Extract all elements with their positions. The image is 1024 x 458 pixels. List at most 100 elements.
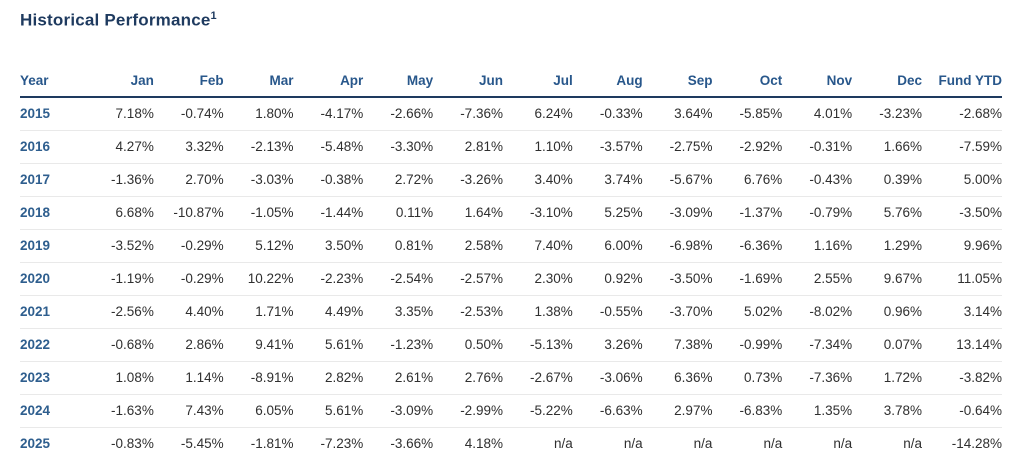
value-cell: -4.17% [293,96,364,131]
value-cell: -5.22% [502,394,573,428]
value-cell: -3.82% [922,361,1002,395]
value-cell: -2.75% [642,130,713,164]
value-cell: 2.55% [782,262,853,296]
value-cell: 2.72% [363,163,434,197]
value-cell: -8.91% [223,361,294,395]
table-row: 2025 -0.83% -5.45% -1.81% -7.23% -3.66% 4.18% n… [20,427,1002,458]
value-cell: -14.28% [951,435,1002,451]
value-cell: -7.36% [782,361,853,395]
value-cell: -1.69% [712,262,783,296]
table-body: 2015 7.18% -0.74% 1.80% -4.17% -2.66% -7.36% 6.… [20,96,1002,458]
value-cell: 3.32% [153,130,224,164]
value-cell: -7.34% [782,328,853,362]
value-cell: 5.76% [852,196,922,230]
column-header-jul: Jul [502,66,573,98]
value-cell: 5.00% [922,163,1002,197]
value-cell: 0.73% [712,361,783,395]
column-header-jun: Jun [433,66,503,98]
year-cell: 2025 [20,435,51,451]
column-header-aug: Aug [572,66,643,98]
table-row: 2018 6.68% -10.87% -1.05% -1.44% 0.11% 1.64% -3… [20,196,1002,230]
value-cell: 7.40% [502,229,573,263]
column-header-sep: Sep [642,66,713,98]
value-cell: 5.02% [712,295,783,329]
value-cell: 6.05% [223,394,294,428]
value-cell: -5.67% [642,163,713,197]
value-cell: 0.92% [572,262,643,296]
value-cell: 1.14% [153,361,224,395]
value-cell: 5.61% [293,328,364,362]
value-cell: 2.58% [433,229,503,263]
value-cell: 6.76% [712,163,783,197]
value-cell: -5.45% [180,435,224,451]
value-cell: -1.37% [712,196,783,230]
column-header-mar: Mar [223,66,294,98]
table-row: 2022 -0.68% 2.86% 9.41% 5.61% -1.23% 0.50% -5.1… [20,328,1002,362]
value-cell: 1.71% [223,295,294,329]
value-cell: 9.67% [852,262,922,296]
value-cell: 13.14% [922,328,1002,362]
value-cell: -2.99% [433,394,503,428]
value-cell: n/a [903,435,922,451]
value-cell: -0.38% [293,163,364,197]
value-cell: 2.86% [153,328,224,362]
value-cell: 2.82% [293,361,364,395]
value-cell: 5.61% [293,394,364,428]
value-cell: -5.85% [712,96,783,131]
table-row: 2020 -1.19% -0.29% 10.22% -2.23% -2.54% -2.57%… [20,262,1002,296]
value-cell: 11.05% [922,262,1002,296]
value-cell: -2.66% [363,96,434,131]
value-cell: -0.55% [572,295,643,329]
value-cell: 2.70% [153,163,224,197]
value-cell: 3.14% [922,295,1002,329]
value-cell: -0.83% [111,435,154,451]
value-cell: -3.50% [642,262,713,296]
value-cell: 0.50% [433,328,503,362]
value-cell: 3.64% [642,96,713,131]
table-row: 2015 7.18% -0.74% 1.80% -4.17% -2.66% -7.36% 6.… [20,96,1002,131]
value-cell: -2.56% [84,295,154,329]
value-cell: -2.57% [433,262,503,296]
value-cell: -1.63% [84,394,154,428]
value-cell: 0.39% [852,163,922,197]
value-cell: -6.36% [712,229,783,263]
value-cell: -5.48% [293,130,364,164]
performance-table: Year Jan Feb Mar Apr May Jun Jul Aug Sep Oct Nov Dec… [20,66,1002,458]
value-cell: -1.05% [223,196,294,230]
value-cell: -3.50% [922,196,1002,230]
value-cell: 3.74% [572,163,643,197]
value-cell: 10.22% [223,262,294,296]
column-header-fund-ytd: Fund YTD [922,66,1002,98]
value-cell: -2.67% [502,361,573,395]
value-cell: -3.70% [642,295,713,329]
value-cell: 3.35% [363,295,434,329]
value-cell: -2.13% [223,130,294,164]
column-header-apr: Apr [293,66,364,98]
value-cell: -0.33% [572,96,643,131]
value-cell: 1.35% [782,394,853,428]
value-cell: -6.98% [642,229,713,263]
value-cell: 4.01% [782,96,853,131]
table-row: 2023 1.08% 1.14% -8.91% 2.82% 2.61% 2.76% -2.67… [20,361,1002,395]
value-cell: -1.23% [363,328,434,362]
value-cell: 0.96% [852,295,922,329]
value-cell: -6.63% [572,394,643,428]
year-cell: 2022 [20,328,84,362]
value-cell: -7.59% [922,130,1002,164]
value-cell: -0.29% [153,229,224,263]
value-cell: 2.61% [363,361,434,395]
year-cell: 2021 [20,295,84,329]
value-cell: 1.66% [852,130,922,164]
value-cell: -0.31% [782,130,853,164]
value-cell: 5.12% [223,229,294,263]
column-header-feb: Feb [153,66,224,98]
value-cell: -1.19% [84,262,154,296]
value-cell: -3.30% [363,130,434,164]
value-cell: 2.76% [433,361,503,395]
footnote-marker: 1 [210,10,217,22]
value-cell: 4.40% [153,295,224,329]
value-cell: n/a [763,435,783,451]
value-cell: 9.41% [223,328,294,362]
column-header-jan: Jan [84,66,154,98]
